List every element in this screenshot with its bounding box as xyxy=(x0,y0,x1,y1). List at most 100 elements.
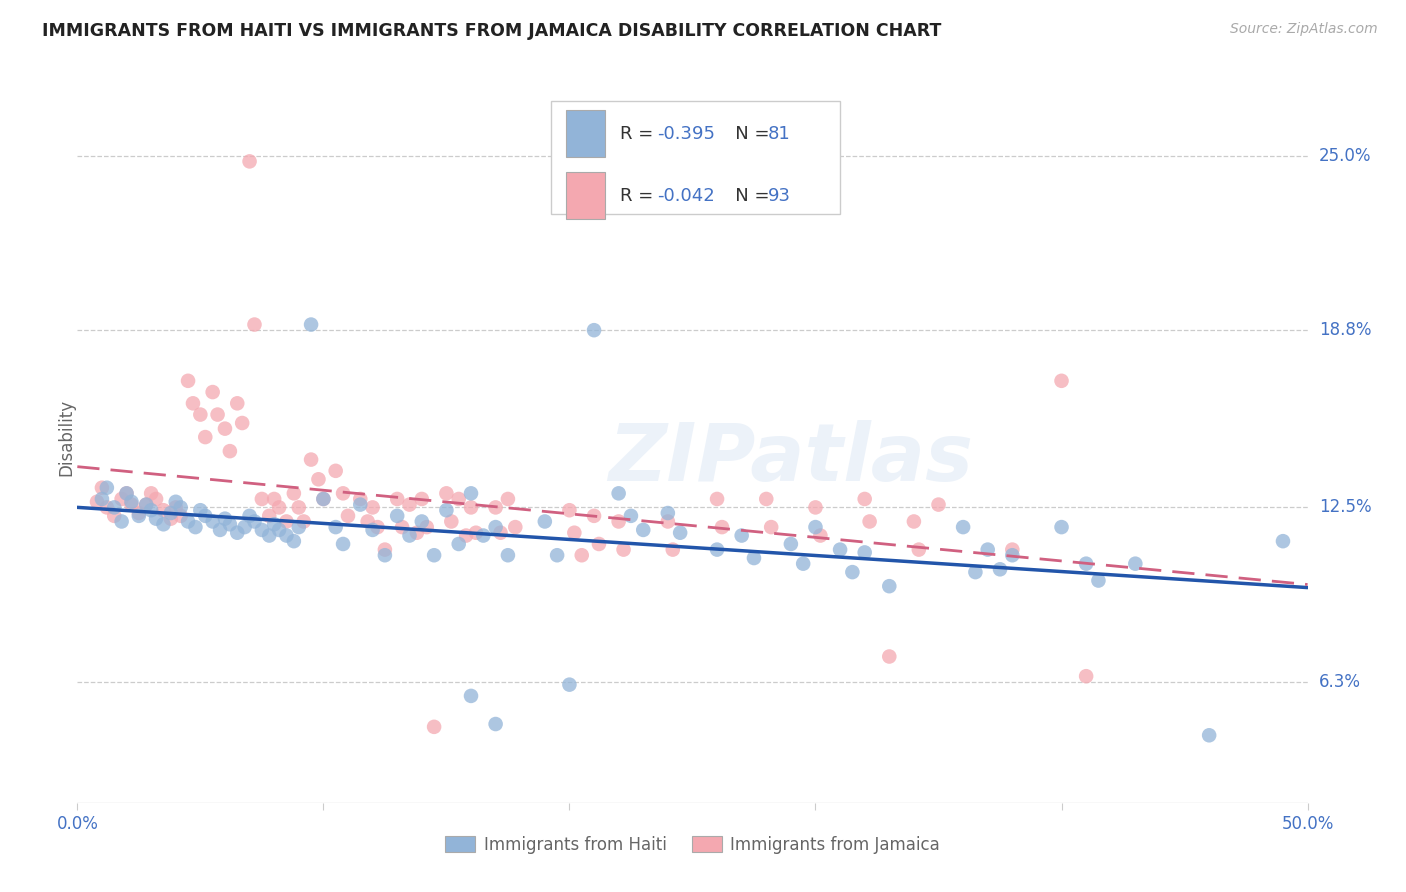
Point xyxy=(312,491,335,506)
Point xyxy=(283,486,305,500)
Point xyxy=(633,523,655,537)
Text: 81: 81 xyxy=(768,125,790,143)
Point xyxy=(299,452,322,467)
Point xyxy=(385,508,409,523)
Point xyxy=(233,520,256,534)
Point xyxy=(485,717,508,731)
Point xyxy=(160,506,183,520)
Point xyxy=(853,491,876,506)
Point xyxy=(583,323,606,337)
Point xyxy=(226,525,249,540)
Point xyxy=(607,486,630,500)
Point xyxy=(436,486,458,500)
Point xyxy=(374,542,396,557)
Bar xyxy=(565,110,605,157)
Text: 93: 93 xyxy=(768,186,790,204)
Point xyxy=(111,491,132,506)
Point xyxy=(928,498,950,512)
Point xyxy=(250,491,273,506)
Point xyxy=(436,503,458,517)
Point xyxy=(398,498,420,512)
Point xyxy=(558,678,581,692)
Point xyxy=(903,515,925,529)
Point xyxy=(1198,728,1220,742)
Point xyxy=(1087,574,1109,588)
Point xyxy=(908,542,931,557)
Point xyxy=(460,500,482,515)
Point xyxy=(219,444,242,458)
Point xyxy=(853,545,876,559)
Point xyxy=(1001,548,1024,562)
Point xyxy=(546,548,568,562)
Point xyxy=(472,528,495,542)
Point xyxy=(391,520,413,534)
Point xyxy=(128,506,150,520)
Legend: Immigrants from Haiti, Immigrants from Jamaica: Immigrants from Haiti, Immigrants from J… xyxy=(439,829,946,860)
Point xyxy=(731,528,754,542)
Point xyxy=(170,500,193,515)
Point xyxy=(374,548,396,562)
Point xyxy=(349,491,371,506)
Point xyxy=(332,486,354,500)
Point xyxy=(263,517,285,532)
Point xyxy=(239,508,262,523)
Text: 6.3%: 6.3% xyxy=(1319,673,1361,690)
Point xyxy=(440,515,463,529)
Text: IMMIGRANTS FROM HAITI VS IMMIGRANTS FROM JAMAICA DISABILITY CORRELATION CHART: IMMIGRANTS FROM HAITI VS IMMIGRANTS FROM… xyxy=(42,22,942,40)
Point xyxy=(188,503,212,517)
Text: R =: R = xyxy=(620,125,659,143)
Point xyxy=(534,515,557,529)
Text: -0.042: -0.042 xyxy=(657,186,714,204)
Point xyxy=(103,508,125,523)
Point xyxy=(283,534,305,549)
Y-axis label: Disability: Disability xyxy=(58,399,75,475)
Point xyxy=(239,154,262,169)
Point xyxy=(965,565,987,579)
Point xyxy=(207,408,229,422)
Point xyxy=(276,515,298,529)
Point xyxy=(128,508,150,523)
Point xyxy=(201,385,224,400)
Point xyxy=(804,520,827,534)
Point xyxy=(423,720,446,734)
Point xyxy=(111,515,132,529)
Point xyxy=(447,537,470,551)
Point xyxy=(505,520,527,534)
Point xyxy=(299,318,322,332)
Text: Source: ZipAtlas.com: Source: ZipAtlas.com xyxy=(1230,22,1378,37)
Point xyxy=(988,562,1011,576)
Point xyxy=(657,515,679,529)
Point xyxy=(141,486,163,500)
Point xyxy=(145,491,167,506)
Point xyxy=(761,520,783,534)
Point xyxy=(669,525,692,540)
Point xyxy=(194,508,217,523)
Point xyxy=(121,498,143,512)
Point xyxy=(706,542,728,557)
Point xyxy=(269,523,291,537)
Point xyxy=(416,520,439,534)
Text: 12.5%: 12.5% xyxy=(1319,499,1371,516)
Point xyxy=(226,396,249,410)
Point xyxy=(571,548,593,562)
Point xyxy=(411,515,433,529)
Point xyxy=(177,515,200,529)
Point xyxy=(349,498,371,512)
Text: 25.0%: 25.0% xyxy=(1319,147,1371,165)
Point xyxy=(177,374,200,388)
Point xyxy=(810,528,832,542)
Point xyxy=(145,511,167,525)
Point xyxy=(152,503,174,517)
Point xyxy=(841,565,863,579)
Point xyxy=(830,542,852,557)
Point xyxy=(263,491,285,506)
Point xyxy=(496,491,519,506)
Text: 18.8%: 18.8% xyxy=(1319,321,1371,339)
Point xyxy=(243,515,266,529)
Point xyxy=(103,500,125,515)
Point xyxy=(1050,520,1073,534)
Point xyxy=(214,422,236,436)
Point xyxy=(288,520,311,534)
Point xyxy=(423,548,446,562)
Point xyxy=(292,515,315,529)
